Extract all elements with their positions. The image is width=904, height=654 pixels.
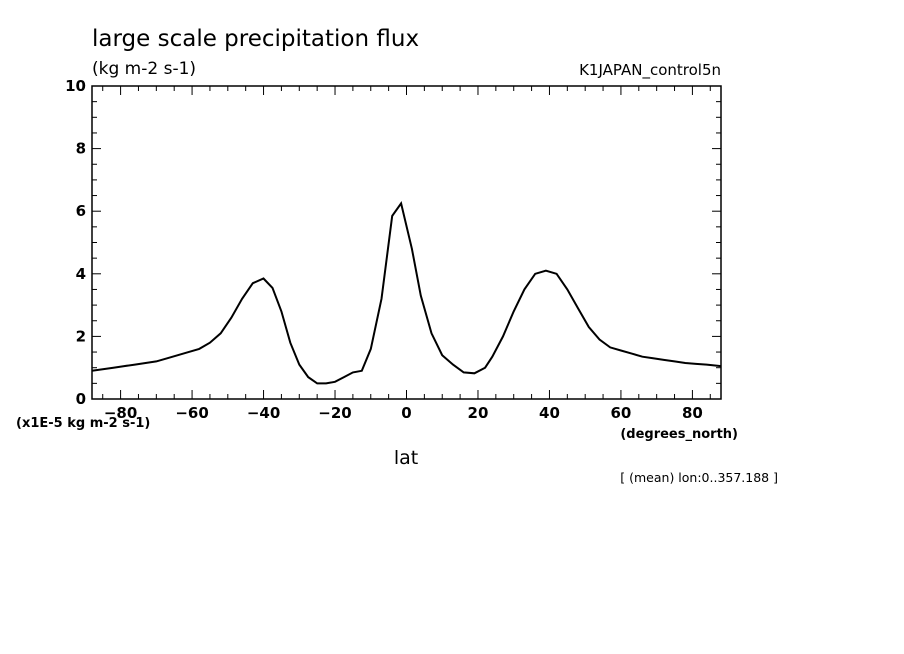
run-label: K1JAPAN_control5n [579, 61, 721, 80]
x-tick-label: −20 [318, 404, 351, 422]
x-tick-label: 40 [539, 404, 560, 422]
series-line [91, 201, 722, 385]
x-tick-label: −60 [175, 404, 208, 422]
y-tick-label: 10 [65, 77, 86, 95]
y-tick-label: 6 [76, 202, 86, 220]
x-tick-label: −80 [104, 404, 137, 422]
x-units-label: (degrees_north) [620, 427, 738, 442]
x-tick-label: 60 [610, 404, 631, 422]
x-tick-label: 20 [468, 404, 489, 422]
x-axis-label: lat [394, 447, 418, 469]
y-tick-label: 4 [76, 265, 86, 283]
y-tick-label: 8 [76, 140, 86, 158]
chart-title: large scale precipitation flux [92, 26, 419, 52]
x-tick-label: 0 [401, 404, 411, 422]
chart-units: (kg m-2 s-1) [92, 59, 196, 79]
axis-ticks [92, 85, 721, 400]
x-tick-label: −40 [247, 404, 280, 422]
x-tick-label: 80 [682, 404, 703, 422]
x-tick-labels: −80 −60 −40 −20 0 20 40 60 80 [104, 404, 703, 422]
y-tick-labels: 0 2 4 6 8 10 [65, 77, 86, 408]
plot-frame [91, 85, 722, 400]
y-tick-label: 2 [76, 327, 86, 345]
y-scale-label: (x1E-5 kg m-2 s-1) [16, 416, 150, 431]
range-note: [ (mean) lon:0..357.188 ] [620, 470, 778, 485]
y-tick-label: 0 [76, 390, 86, 408]
